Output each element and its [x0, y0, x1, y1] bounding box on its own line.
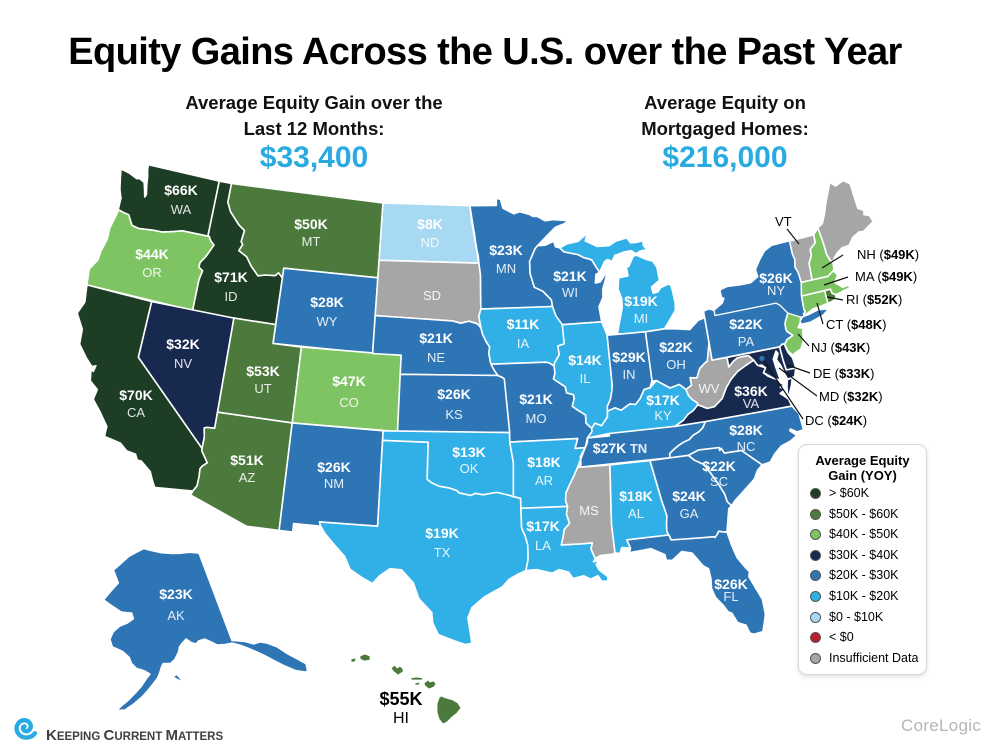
svg-text:MS: MS [579, 503, 599, 518]
svg-text:IL: IL [580, 371, 591, 386]
svg-text:$28K: $28K [729, 422, 762, 438]
svg-text:WA: WA [171, 202, 192, 217]
svg-text:$26K: $26K [714, 576, 747, 592]
svg-text:$8K: $8K [417, 216, 443, 232]
svg-text:WI: WI [562, 285, 578, 300]
svg-text:PA: PA [738, 334, 755, 349]
svg-text:TX: TX [434, 545, 451, 560]
svg-text:KS: KS [445, 407, 463, 422]
svg-text:$22K: $22K [702, 458, 735, 474]
svg-text:KY: KY [654, 408, 672, 423]
svg-text:$47K: $47K [332, 373, 365, 389]
svg-text:IN: IN [623, 367, 636, 382]
svg-text:AR: AR [535, 473, 553, 488]
svg-text:NV: NV [174, 356, 192, 371]
svg-text:$26K: $26K [317, 459, 350, 475]
svg-text:MA ($49K): MA ($49K) [855, 269, 917, 284]
svg-text:FL: FL [723, 589, 738, 604]
svg-text:$44K: $44K [135, 246, 168, 262]
svg-text:VT: VT [775, 214, 792, 229]
svg-text:$14K: $14K [568, 352, 601, 368]
svg-text:$23K: $23K [489, 242, 522, 258]
svg-text:NM: NM [324, 476, 344, 491]
svg-text:WV: WV [699, 381, 720, 396]
svg-text:$22K: $22K [659, 339, 692, 355]
svg-text:$28K: $28K [310, 294, 343, 310]
svg-text:$51K: $51K [230, 452, 263, 468]
svg-text:$53K: $53K [246, 363, 279, 379]
svg-text:$21K: $21K [419, 330, 452, 346]
svg-text:MD ($32K): MD ($32K) [819, 389, 883, 404]
svg-text:AZ: AZ [239, 470, 256, 485]
svg-text:ND: ND [421, 235, 440, 250]
svg-text:AL: AL [628, 506, 644, 521]
svg-text:$13K: $13K [452, 444, 485, 460]
svg-text:CA: CA [127, 405, 145, 420]
svg-text:SD: SD [423, 288, 441, 303]
svg-text:$21K: $21K [553, 268, 586, 284]
svg-text:DE ($33K): DE ($33K) [813, 366, 874, 381]
svg-text:$17K: $17K [526, 518, 559, 534]
svg-text:OH: OH [666, 357, 686, 372]
svg-text:$19K: $19K [624, 293, 657, 309]
svg-text:NC: NC [737, 439, 756, 454]
svg-text:NE: NE [427, 350, 445, 365]
svg-text:$29K: $29K [612, 349, 645, 365]
svg-text:$11K: $11K [507, 316, 540, 332]
svg-text:RI ($52K): RI ($52K) [846, 292, 902, 307]
svg-text:MN: MN [496, 261, 516, 276]
svg-text:$70K: $70K [119, 387, 152, 403]
svg-text:NJ ($43K): NJ ($43K) [811, 340, 870, 355]
svg-text:NY: NY [767, 283, 785, 298]
svg-text:$19K: $19K [425, 525, 458, 541]
svg-text:CO: CO [339, 395, 359, 410]
svg-text:GA: GA [680, 506, 699, 521]
svg-text:$26K: $26K [759, 270, 792, 286]
svg-text:NH ($49K): NH ($49K) [857, 247, 919, 262]
svg-text:MI: MI [634, 311, 648, 326]
svg-text:MT: MT [302, 234, 321, 249]
svg-text:ID: ID [225, 289, 238, 304]
svg-text:OK: OK [460, 461, 479, 476]
svg-text:$18K: $18K [619, 488, 652, 504]
svg-text:UT: UT [254, 381, 271, 396]
svg-text:AK: AK [167, 608, 185, 623]
svg-text:$50K: $50K [294, 216, 327, 232]
svg-text:$18K: $18K [527, 454, 560, 470]
svg-text:DC ($24K): DC ($24K) [805, 413, 867, 428]
svg-text:$32K: $32K [166, 336, 199, 352]
svg-text:HI: HI [393, 710, 409, 727]
svg-text:$27K TN: $27K TN [593, 440, 647, 456]
svg-text:OR: OR [142, 265, 162, 280]
svg-text:VA: VA [743, 396, 760, 411]
svg-text:MO: MO [526, 411, 547, 426]
svg-text:$26K: $26K [437, 386, 470, 402]
svg-text:$36K: $36K [734, 383, 767, 399]
svg-text:$55K: $55K [379, 689, 422, 709]
svg-text:$71K: $71K [214, 269, 247, 285]
svg-text:$17K: $17K [646, 392, 679, 408]
svg-text:$21K: $21K [519, 391, 552, 407]
svg-text:$22K: $22K [729, 316, 762, 332]
svg-text:$24K: $24K [672, 488, 705, 504]
svg-text:WY: WY [317, 314, 338, 329]
svg-text:$23K: $23K [159, 586, 192, 602]
svg-text:$66K: $66K [164, 182, 197, 198]
svg-text:SC: SC [710, 474, 728, 489]
svg-text:IA: IA [517, 336, 530, 351]
svg-text:CT ($48K): CT ($48K) [826, 317, 886, 332]
svg-text:LA: LA [535, 538, 551, 553]
